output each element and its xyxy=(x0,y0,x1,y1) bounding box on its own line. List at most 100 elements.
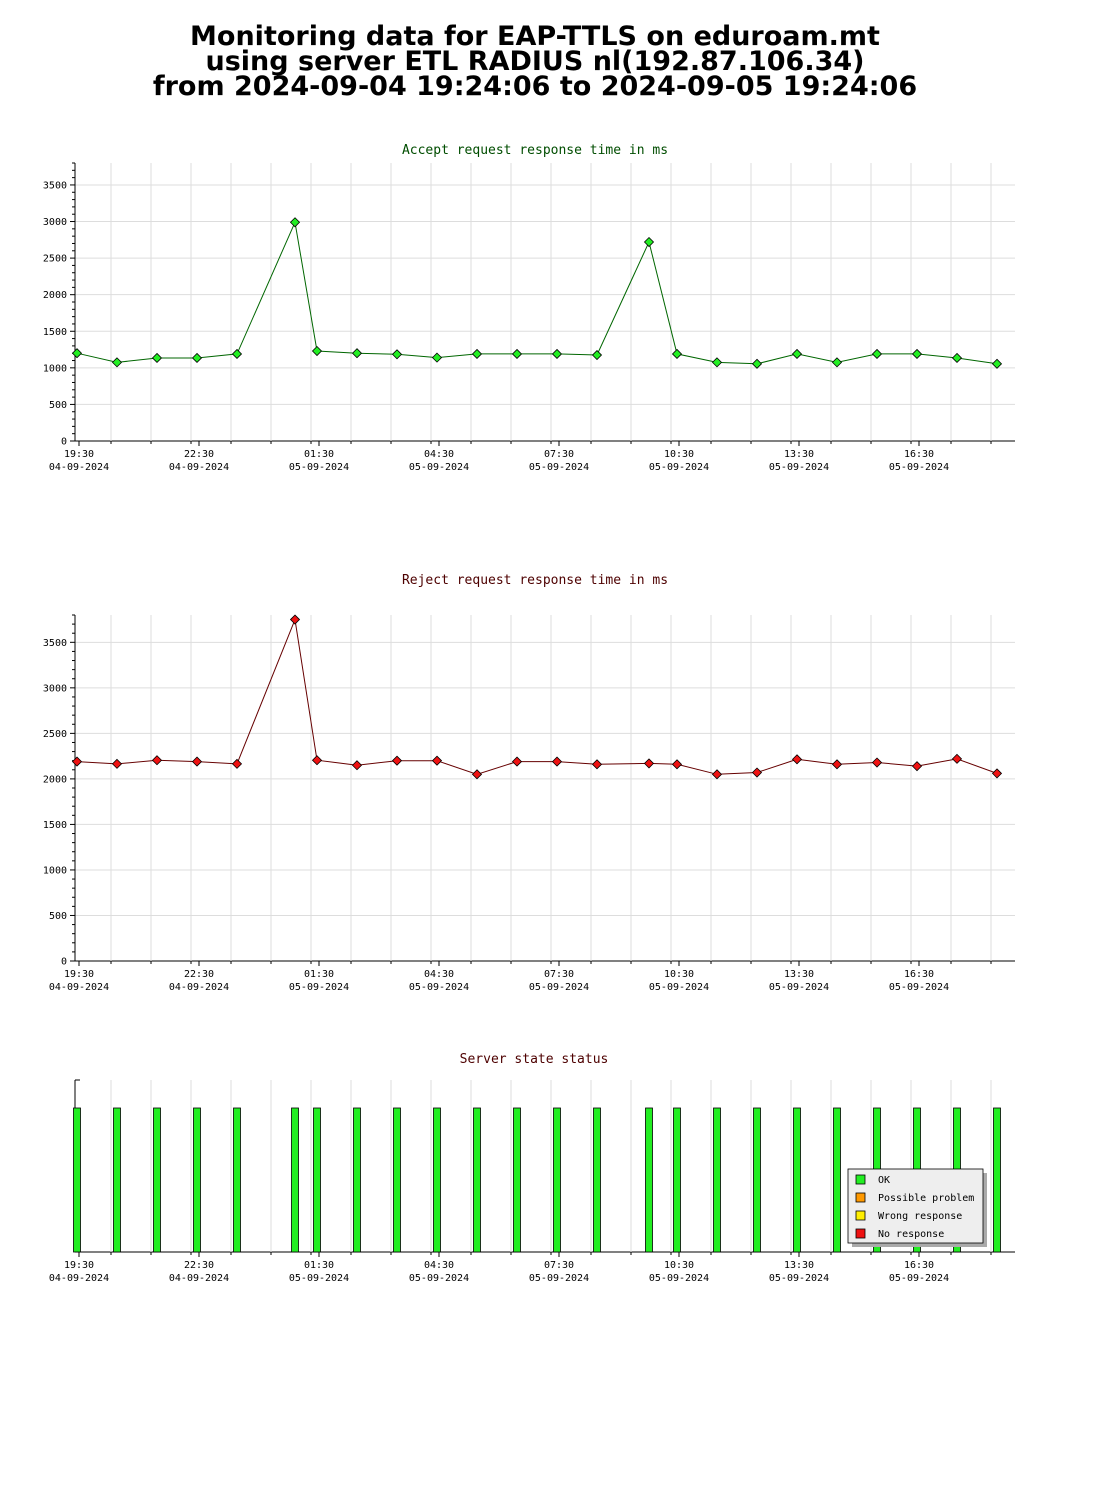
status-bar xyxy=(291,1107,299,1253)
x-tick-label-time: 19:30 xyxy=(64,969,94,980)
x-tick-label-date: 05-09-2024 xyxy=(769,982,829,993)
status-bar xyxy=(793,1107,801,1253)
page-title: Monitoring data for EAP-TTLS on eduroam.… xyxy=(0,21,1070,102)
chart-title: Server state status xyxy=(460,1052,609,1067)
y-tick-label: 2000 xyxy=(43,290,67,301)
status-bar xyxy=(673,1107,681,1253)
status-bar xyxy=(473,1107,481,1253)
x-tick-label-time: 07:30 xyxy=(544,1260,574,1271)
x-tick-label-time: 22:30 xyxy=(184,449,214,460)
status-bar xyxy=(553,1107,561,1253)
status-bar xyxy=(713,1107,721,1253)
title-line-3: from 2024-09-04 19:24:06 to 2024-09-05 1… xyxy=(152,71,918,102)
x-tick-label-date: 04-09-2024 xyxy=(49,462,109,473)
data-point xyxy=(711,769,723,780)
chart-title: Reject request response time in ms xyxy=(402,573,668,588)
x-tick-label-time: 16:30 xyxy=(904,1260,934,1271)
x-tick-label-date: 05-09-2024 xyxy=(289,982,349,993)
x-tick-label-time: 13:30 xyxy=(784,1260,814,1271)
server-status-chart: Server state status 19:30 04-09-2024 22:30 0… xyxy=(49,1052,1015,1284)
x-tick-label-time: 01:30 xyxy=(304,449,334,460)
x-tick-label-time: 01:30 xyxy=(304,1260,334,1271)
x-tick-label-date: 04-09-2024 xyxy=(49,1273,109,1284)
x-tick-label-time: 07:30 xyxy=(544,969,574,980)
status-bar xyxy=(833,1107,841,1253)
x-tick-label-date: 04-09-2024 xyxy=(169,462,229,473)
status-bar xyxy=(513,1107,521,1253)
data-point xyxy=(991,358,1003,369)
data-point xyxy=(289,614,301,625)
x-tick-label-date: 05-09-2024 xyxy=(649,462,709,473)
data-point xyxy=(591,759,603,770)
data-point xyxy=(831,357,843,368)
data-point xyxy=(911,348,923,360)
title-line-2: using server ETL RADIUS nl(192.87.106.34… xyxy=(205,46,865,77)
data-point xyxy=(643,236,655,248)
status-bar xyxy=(73,1107,81,1253)
x-tick-label-date: 05-09-2024 xyxy=(889,462,949,473)
series-line xyxy=(76,220,998,365)
data-point xyxy=(191,756,203,767)
data-point xyxy=(831,759,843,770)
status-bar xyxy=(993,1107,1001,1253)
x-tick-label-date: 04-09-2024 xyxy=(169,1273,229,1284)
x-tick-label-time: 19:30 xyxy=(64,449,94,460)
x-tick-label-time: 04:30 xyxy=(424,449,454,460)
x-tick-label-time: 19:30 xyxy=(64,1260,94,1271)
x-tick-label-date: 05-09-2024 xyxy=(409,1273,469,1284)
x-tick-label-date: 05-09-2024 xyxy=(289,1273,349,1284)
legend-label: OK xyxy=(878,1175,890,1186)
y-tick-label: 3000 xyxy=(43,217,67,228)
x-tick-label-date: 05-09-2024 xyxy=(529,462,589,473)
chart-title: Accept request response time in ms xyxy=(402,143,668,158)
y-tick-label: 1000 xyxy=(43,865,67,876)
status-bar xyxy=(593,1107,601,1253)
data-point xyxy=(351,348,363,359)
series-line xyxy=(76,617,998,775)
data-point xyxy=(671,348,683,360)
x-tick-label-date: 05-09-2024 xyxy=(769,1273,829,1284)
data-point xyxy=(111,758,123,769)
status-bar xyxy=(233,1107,241,1253)
data-point xyxy=(471,769,483,780)
data-point xyxy=(643,758,655,769)
data-point xyxy=(551,348,563,360)
data-point xyxy=(751,767,763,778)
y-tick-label: 1000 xyxy=(43,363,67,374)
x-tick-label-time: 16:30 xyxy=(904,969,934,980)
data-point xyxy=(871,348,883,360)
y-tick-label: 1500 xyxy=(43,327,67,338)
legend-swatch xyxy=(855,1210,866,1221)
x-tick-label-date: 05-09-2024 xyxy=(289,462,349,473)
status-bar xyxy=(645,1107,653,1253)
x-tick-label-time: 16:30 xyxy=(904,449,934,460)
data-point xyxy=(951,753,963,764)
data-point xyxy=(151,755,163,766)
legend-label: Possible problem xyxy=(878,1193,974,1204)
x-tick-label-time: 04:30 xyxy=(424,1260,454,1271)
legend-label: Wrong response xyxy=(878,1211,962,1222)
data-point xyxy=(151,352,163,364)
status-bar xyxy=(353,1107,361,1253)
data-point xyxy=(911,761,923,772)
status-bar xyxy=(753,1107,761,1253)
x-tick-label-time: 22:30 xyxy=(184,969,214,980)
data-point xyxy=(671,759,683,770)
status-bar xyxy=(193,1107,201,1253)
data-point xyxy=(111,357,123,368)
x-tick-label-date: 05-09-2024 xyxy=(649,1273,709,1284)
legend-swatch xyxy=(855,1228,866,1239)
y-tick-label: 2500 xyxy=(43,729,67,740)
x-tick-label-date: 05-09-2024 xyxy=(769,462,829,473)
title-line-1: Monitoring data for EAP-TTLS on eduroam.… xyxy=(190,21,880,52)
x-tick-label-time: 01:30 xyxy=(304,969,334,980)
data-point xyxy=(191,352,203,364)
y-tick-label: 0 xyxy=(61,437,67,448)
x-tick-label-date: 05-09-2024 xyxy=(409,462,469,473)
x-tick-label-time: 13:30 xyxy=(784,449,814,460)
status-bar xyxy=(113,1107,121,1253)
data-point xyxy=(431,755,443,766)
x-tick-label-time: 10:30 xyxy=(664,969,694,980)
reject-response-chart: Reject request response time in ms 0 500 10… xyxy=(43,573,1015,993)
x-tick-label-date: 05-09-2024 xyxy=(889,982,949,993)
